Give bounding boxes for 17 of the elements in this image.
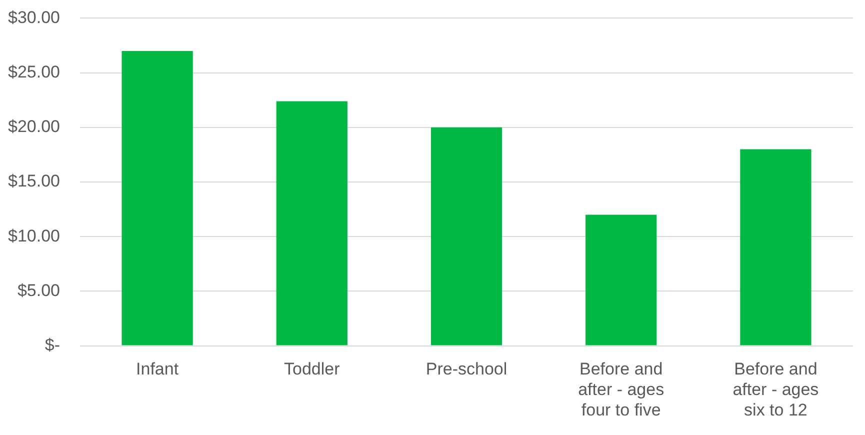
x-tick-label: Toddler bbox=[284, 360, 340, 379]
y-tick-label: $- bbox=[44, 335, 60, 354]
bar bbox=[740, 149, 812, 346]
y-tick-label: $25.00 bbox=[8, 62, 60, 82]
x-tick-label: Infant bbox=[136, 360, 179, 379]
x-tick-label: Pre-school bbox=[426, 360, 508, 379]
bar bbox=[586, 214, 657, 346]
y-tick-label: $10.00 bbox=[8, 226, 60, 246]
bar bbox=[276, 101, 348, 346]
y-tick-label: $15.00 bbox=[8, 172, 60, 191]
bar bbox=[122, 50, 193, 346]
bar bbox=[430, 127, 502, 346]
x-tick-label: Before and after - ages six to 12 bbox=[732, 360, 819, 420]
y-tick-label: $30.00 bbox=[8, 8, 60, 27]
y-tick-label: $5.00 bbox=[17, 280, 60, 300]
y-tick-label: $20.00 bbox=[8, 117, 60, 136]
x-tick-label: Before and after - ages four to five bbox=[578, 360, 664, 420]
